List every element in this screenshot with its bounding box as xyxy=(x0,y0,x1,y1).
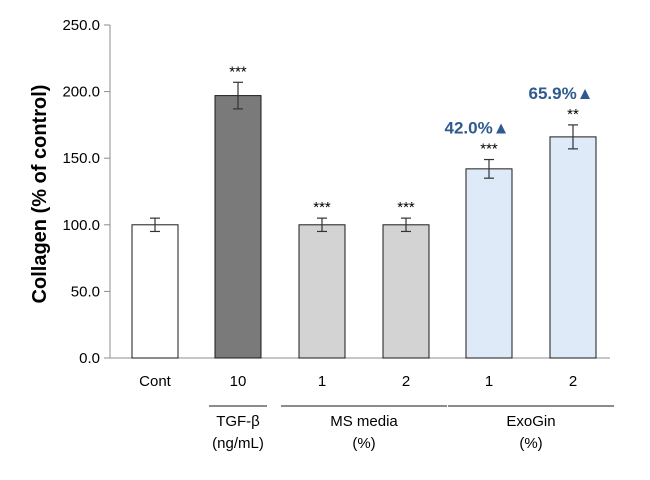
bar xyxy=(465,168,513,359)
y-tick-label: 250.0 xyxy=(62,17,100,34)
x-tick-label: 2 xyxy=(569,373,577,390)
significance-label: ** xyxy=(567,106,579,123)
y-tick-label: 100.0 xyxy=(62,217,100,234)
bar xyxy=(549,136,597,359)
bar xyxy=(382,224,430,359)
group-label: ExoGin xyxy=(506,413,555,430)
axes: 0.0 50.0 100.0 150.0 200.0 250.0 xyxy=(62,17,610,367)
bars xyxy=(131,81,597,359)
x-tick-label: 1 xyxy=(318,373,326,390)
significance-label: *** xyxy=(397,199,415,216)
significance-label: *** xyxy=(313,199,331,216)
group-label: MS media xyxy=(330,413,398,430)
y-tick-label: 0.0 xyxy=(79,350,100,367)
group-label: TGF-β xyxy=(216,413,260,430)
y-axis-label: Collagen (% of control) xyxy=(29,85,51,304)
bar xyxy=(298,224,346,359)
labels: Cont *** 10 *** 1 *** 2 *** 1 ** 2 42.0%▲ 65.9%▲ TGF-… xyxy=(139,63,614,452)
group-unit-label: (ng/mL) xyxy=(212,435,264,452)
increase-annotation: 65.9%▲ xyxy=(528,84,593,103)
y-tick-label: 150.0 xyxy=(62,150,100,167)
x-tick-label: 10 xyxy=(230,373,247,390)
group-unit-label: (%) xyxy=(352,435,375,452)
x-tick-label: Cont xyxy=(139,373,172,390)
group-unit-label: (%) xyxy=(519,435,542,452)
y-tick-label: 200.0 xyxy=(62,84,100,101)
x-tick-label: 1 xyxy=(485,373,493,390)
y-tick-label: 50.0 xyxy=(71,283,100,300)
significance-label: *** xyxy=(480,141,498,158)
increase-annotation: 42.0%▲ xyxy=(444,119,509,138)
x-tick-label: 2 xyxy=(402,373,410,390)
significance-label: *** xyxy=(229,63,247,80)
bar xyxy=(131,224,179,359)
bar xyxy=(214,95,262,359)
